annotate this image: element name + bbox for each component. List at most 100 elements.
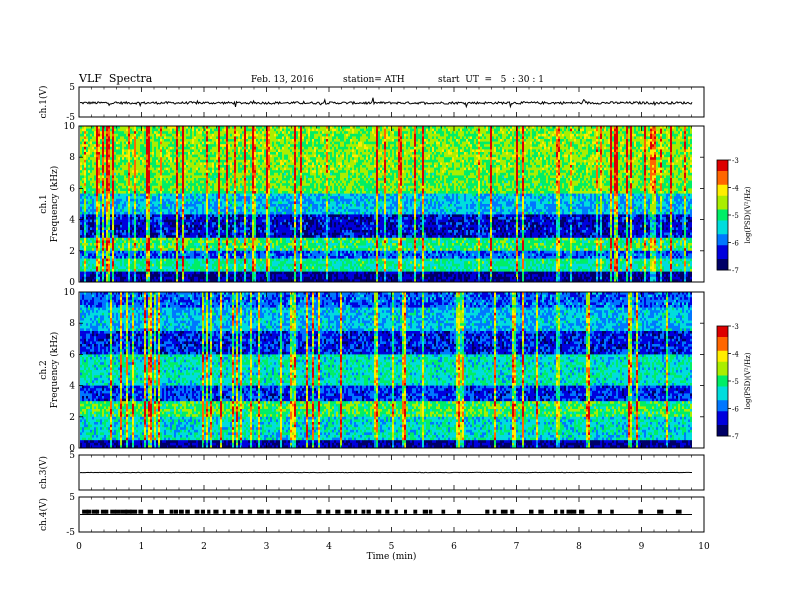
spectrogram-cell: [320, 146, 323, 150]
spectrogram-cell: [268, 144, 271, 148]
spectrogram-cell: [154, 136, 157, 140]
spectrogram-cell: [162, 146, 165, 150]
spectrogram-cell: [506, 159, 509, 163]
spectrogram-cell: [614, 131, 617, 135]
spectrogram-cell: [484, 126, 487, 129]
spectrogram-cell: [302, 136, 305, 140]
spectrogram-cell: [404, 149, 407, 153]
spectrogram-cell: [652, 144, 655, 148]
spectrogram-cell: [614, 165, 617, 168]
spectrogram-cell: [592, 154, 595, 158]
spectrogram-cell: [320, 159, 323, 163]
spectrogram-cell: [218, 152, 221, 155]
spectrogram-cell: [396, 159, 399, 163]
spectrogram-cell: [444, 162, 447, 166]
spectrogram-cell: [104, 157, 107, 161]
spectrogram-cell: [686, 136, 689, 140]
spectrogram-cell: [632, 154, 635, 158]
spectrogram-cell: [116, 162, 119, 166]
spectrogram-cell: [330, 152, 333, 155]
spectrogram-cell: [170, 157, 173, 161]
spectrogram-cell: [534, 152, 537, 155]
spectrogram-cell: [244, 159, 247, 163]
spectrogram-cell: [130, 162, 133, 166]
spectrogram-cell: [608, 128, 611, 132]
spectrogram-cell: [224, 162, 227, 166]
spectrogram-cell: [368, 126, 371, 129]
spectrogram-cell: [268, 152, 271, 155]
spectrogram-cell: [148, 139, 151, 142]
spectrogram-cell: [596, 126, 599, 129]
spectrogram-cell: [546, 136, 549, 140]
spectrogram-cell: [142, 141, 145, 145]
spectrogram-cell: [124, 139, 127, 142]
spectrogram-cell: [444, 159, 447, 163]
spectrogram-cell: [200, 154, 203, 158]
spectrogram-cell: [126, 146, 129, 150]
spectrogram-cell: [384, 159, 387, 163]
spectrogram-cell: [636, 139, 639, 142]
spectrogram-cell: [332, 141, 335, 145]
spectrogram-cell: [288, 146, 291, 150]
spectrogram-cell: [536, 144, 539, 148]
spectrogram-cell: [548, 133, 551, 137]
spectrogram-cell: [554, 162, 557, 166]
spectrogram-cell: [102, 126, 105, 129]
spectrogram-cell: [634, 133, 637, 137]
spectrogram-cell: [456, 157, 459, 161]
spectrogram-cell: [410, 154, 413, 158]
spectrogram-cell: [414, 165, 417, 168]
spectrogram-cell: [474, 149, 477, 153]
spectrogram-cell: [464, 128, 467, 132]
spectrogram-cell: [268, 136, 271, 140]
spectrogram-cell: [308, 139, 311, 142]
spectrogram-cell: [566, 144, 569, 148]
spectrogram-cell: [554, 139, 557, 142]
spectrogram-cell: [366, 152, 369, 155]
spectrogram-cell: [586, 139, 589, 142]
spectrogram-cell: [330, 159, 333, 163]
spectrogram-cell: [438, 157, 441, 161]
spectrogram-cell: [138, 157, 141, 161]
spectrogram-cell: [500, 154, 503, 158]
spectrogram-cell: [126, 141, 129, 145]
spectrogram-cell: [388, 157, 391, 161]
spectrogram-cell: [540, 157, 543, 161]
spectrogram-cell: [490, 159, 493, 163]
spectrogram-cell: [380, 144, 383, 148]
spectrogram-cell: [668, 152, 671, 155]
spectrogram-cell: [646, 131, 649, 135]
spectrogram-cell: [356, 126, 359, 129]
spectrogram-cell: [688, 146, 691, 150]
spectrogram-cell: [614, 152, 617, 155]
spectrogram-cell: [200, 136, 203, 140]
spectrogram-cell: [112, 131, 115, 135]
spectrogram-cell: [316, 139, 319, 142]
spectrogram-cell: [426, 154, 429, 158]
spectrogram-cell: [436, 133, 439, 137]
spectrogram-cell: [232, 141, 235, 145]
spectrogram-cell: [210, 141, 213, 145]
spectrogram-cell: [392, 128, 395, 132]
spectrogram-cell: [398, 128, 401, 132]
spectrogram-cell: [248, 162, 251, 166]
spectrogram-cell: [262, 126, 265, 129]
spectrogram-cell: [256, 162, 259, 166]
spectrogram-cell: [452, 152, 455, 155]
spectrogram-cell: [536, 154, 539, 158]
spectrogram-cell: [258, 141, 261, 145]
spectrogram-cell: [658, 159, 661, 163]
spectrogram-cell: [292, 126, 295, 129]
spectrogram-cell: [380, 146, 383, 150]
spectrogram-cell: [674, 139, 677, 142]
spectrogram-cell: [682, 136, 685, 140]
spectrogram-cell: [172, 126, 175, 129]
spectrogram-cell: [152, 146, 155, 150]
spectrogram-cell: [346, 136, 349, 140]
spectrogram-cell: [252, 165, 255, 168]
spectrogram-cell: [532, 165, 535, 168]
spectrogram-cell: [322, 165, 325, 168]
spectrogram-cell: [660, 152, 663, 155]
spectrogram-cell: [230, 152, 233, 155]
spectrogram-cell: [396, 133, 399, 137]
